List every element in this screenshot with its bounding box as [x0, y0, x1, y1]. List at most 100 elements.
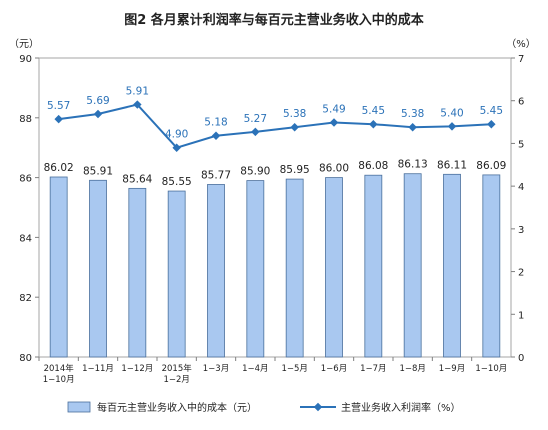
- right-tick-label-3: 3: [518, 225, 524, 236]
- x-tick-label-line: 1−11月: [82, 364, 114, 374]
- left-tick-label-2: 84: [19, 233, 32, 244]
- right-tick-label-0: 0: [518, 353, 524, 364]
- line-point-6: [290, 122, 299, 132]
- bar-0: [49, 176, 68, 358]
- line-value-label-9: 5.38: [401, 108, 424, 120]
- line-value-label-4: 5.18: [204, 117, 227, 129]
- right-tick-label-5: 5: [518, 139, 524, 150]
- line-value-label-7: 5.49: [322, 103, 345, 115]
- bar-value-label-0: 86.02: [44, 162, 74, 174]
- left-tick-label-5: 90: [19, 54, 32, 65]
- x-tick-label-line: 1−8月: [399, 364, 425, 374]
- bar-1: [89, 179, 107, 358]
- bar-2: [128, 187, 147, 358]
- bar-7: [325, 177, 343, 358]
- x-tick-label-line: 2014年: [44, 363, 75, 374]
- bar-value-label-5: 85.90: [240, 166, 270, 178]
- right-tick-label-2: 2: [518, 268, 524, 279]
- line-value-label-2: 5.91: [126, 86, 149, 98]
- bar-value-label-11: 86.09: [476, 160, 506, 172]
- line-point-10: [447, 122, 457, 131]
- bar-value-label-7: 86.00: [319, 163, 349, 175]
- bar-10: [443, 173, 461, 358]
- legend: 每百元主营业务收入中的成本（元） 主营业务收入利润率（%）: [67, 401, 461, 414]
- bar-3: [167, 190, 186, 358]
- right-tick-label-6: 6: [518, 97, 524, 108]
- x-tick-label-line: 1−10月: [43, 375, 75, 385]
- left-axis-unit: （元）: [9, 38, 39, 50]
- x-tick-label-line: 1−10月: [475, 364, 507, 374]
- x-tick-label-line: 1−6月: [321, 364, 347, 374]
- x-tick-label-10: 1−9月: [439, 364, 465, 374]
- x-tick-label-4: 1−3月: [203, 364, 229, 374]
- right-tick-label-7: 7: [518, 54, 524, 65]
- line-point-4: [211, 131, 221, 140]
- left-tick-label-1: 82: [19, 293, 32, 304]
- x-tick-label-6: 1−5月: [281, 364, 307, 374]
- x-tick-label-line: 1−3月: [203, 364, 229, 374]
- bar-5: [246, 180, 265, 358]
- left-tick-label-0: 80: [19, 353, 32, 364]
- legend-line-marker: [313, 402, 323, 412]
- line-value-label-5: 5.27: [244, 113, 267, 125]
- x-tick-label-0: 2014年 1−10月: [43, 363, 75, 385]
- line-value-label-11: 5.45: [480, 105, 503, 117]
- bar-value-label-2: 85.64: [122, 173, 152, 185]
- legend-line-label: 主营业务收入利润率（%）: [341, 401, 461, 414]
- line-point-1: [93, 109, 103, 119]
- right-tick-label-4: 4: [518, 182, 524, 193]
- x-tick-label-8: 1−7月: [360, 364, 386, 374]
- bar-value-label-9: 86.13: [398, 159, 428, 171]
- x-tick-label-11: 1−10月: [475, 364, 507, 374]
- x-tick-label-line: 1−12月: [121, 364, 153, 374]
- bar-value-label-4: 85.77: [201, 169, 231, 181]
- left-tick-label-3: 86: [19, 174, 32, 185]
- line-series-path: [58, 103, 492, 149]
- legend-bar-label: 每百元主营业务收入中的成本（元）: [97, 401, 257, 414]
- bar-value-label-10: 86.11: [437, 159, 467, 171]
- x-tick-label-7: 1−6月: [321, 364, 347, 374]
- right-tick-label-1: 1: [518, 310, 524, 321]
- x-tick-label-line: 1−5月: [281, 364, 307, 374]
- x-tick-label-line: 1−9月: [439, 364, 465, 374]
- bar-value-label-6: 85.95: [280, 164, 310, 176]
- line-value-label-10: 5.40: [440, 107, 463, 119]
- right-axis-unit: （%）: [506, 38, 536, 50]
- x-tick-label-5: 1−4月: [242, 364, 268, 374]
- x-tick-label-line: 1−7月: [360, 364, 386, 374]
- line-point-5: [251, 127, 260, 137]
- bar-value-label-3: 85.55: [162, 176, 192, 188]
- line-value-label-1: 5.69: [86, 95, 109, 107]
- x-tick-label-2: 1−12月: [121, 364, 153, 374]
- bar-6: [285, 178, 304, 358]
- line-series-group: 5.57 5.69 5.91 4.90 5.18 5.27 5.38 5.49 5.45 5.38…: [47, 86, 503, 152]
- line-point-0: [54, 114, 63, 124]
- x-tick-label-line: 1−4月: [242, 364, 268, 374]
- line-value-label-3: 4.90: [165, 129, 188, 141]
- x-tick-label-3: 2015年 1−2月: [162, 363, 193, 385]
- line-value-label-6: 5.38: [283, 108, 306, 120]
- line-value-label-8: 5.45: [362, 105, 385, 117]
- bar-series-group: 86.02 85.91 85.64 85.55 85.77 85.90 85.95 86.00…: [44, 159, 506, 358]
- chart-title: 图2 各月累计利润率与每百元主营业务收入中的成本: [124, 12, 424, 28]
- bar-9: [403, 173, 422, 358]
- line-point-3: [172, 143, 181, 152]
- line-point-2: [133, 100, 142, 109]
- x-tick-label-9: 1−8月: [399, 364, 425, 374]
- line-point-7: [329, 118, 339, 127]
- line-point-9: [408, 122, 417, 132]
- bar-value-label-1: 85.91: [83, 165, 113, 177]
- line-point-8: [369, 119, 378, 129]
- bar-11: [482, 174, 501, 358]
- plot-area: [38, 57, 512, 358]
- bar-4: [207, 184, 225, 358]
- left-tick-label-4: 88: [19, 114, 32, 125]
- x-tick-label-line: 2015年: [162, 363, 193, 374]
- bar-value-label-8: 86.08: [358, 160, 388, 172]
- line-value-label-0: 5.57: [47, 100, 70, 112]
- legend-bar-swatch: [67, 401, 91, 413]
- bar-8: [364, 174, 383, 358]
